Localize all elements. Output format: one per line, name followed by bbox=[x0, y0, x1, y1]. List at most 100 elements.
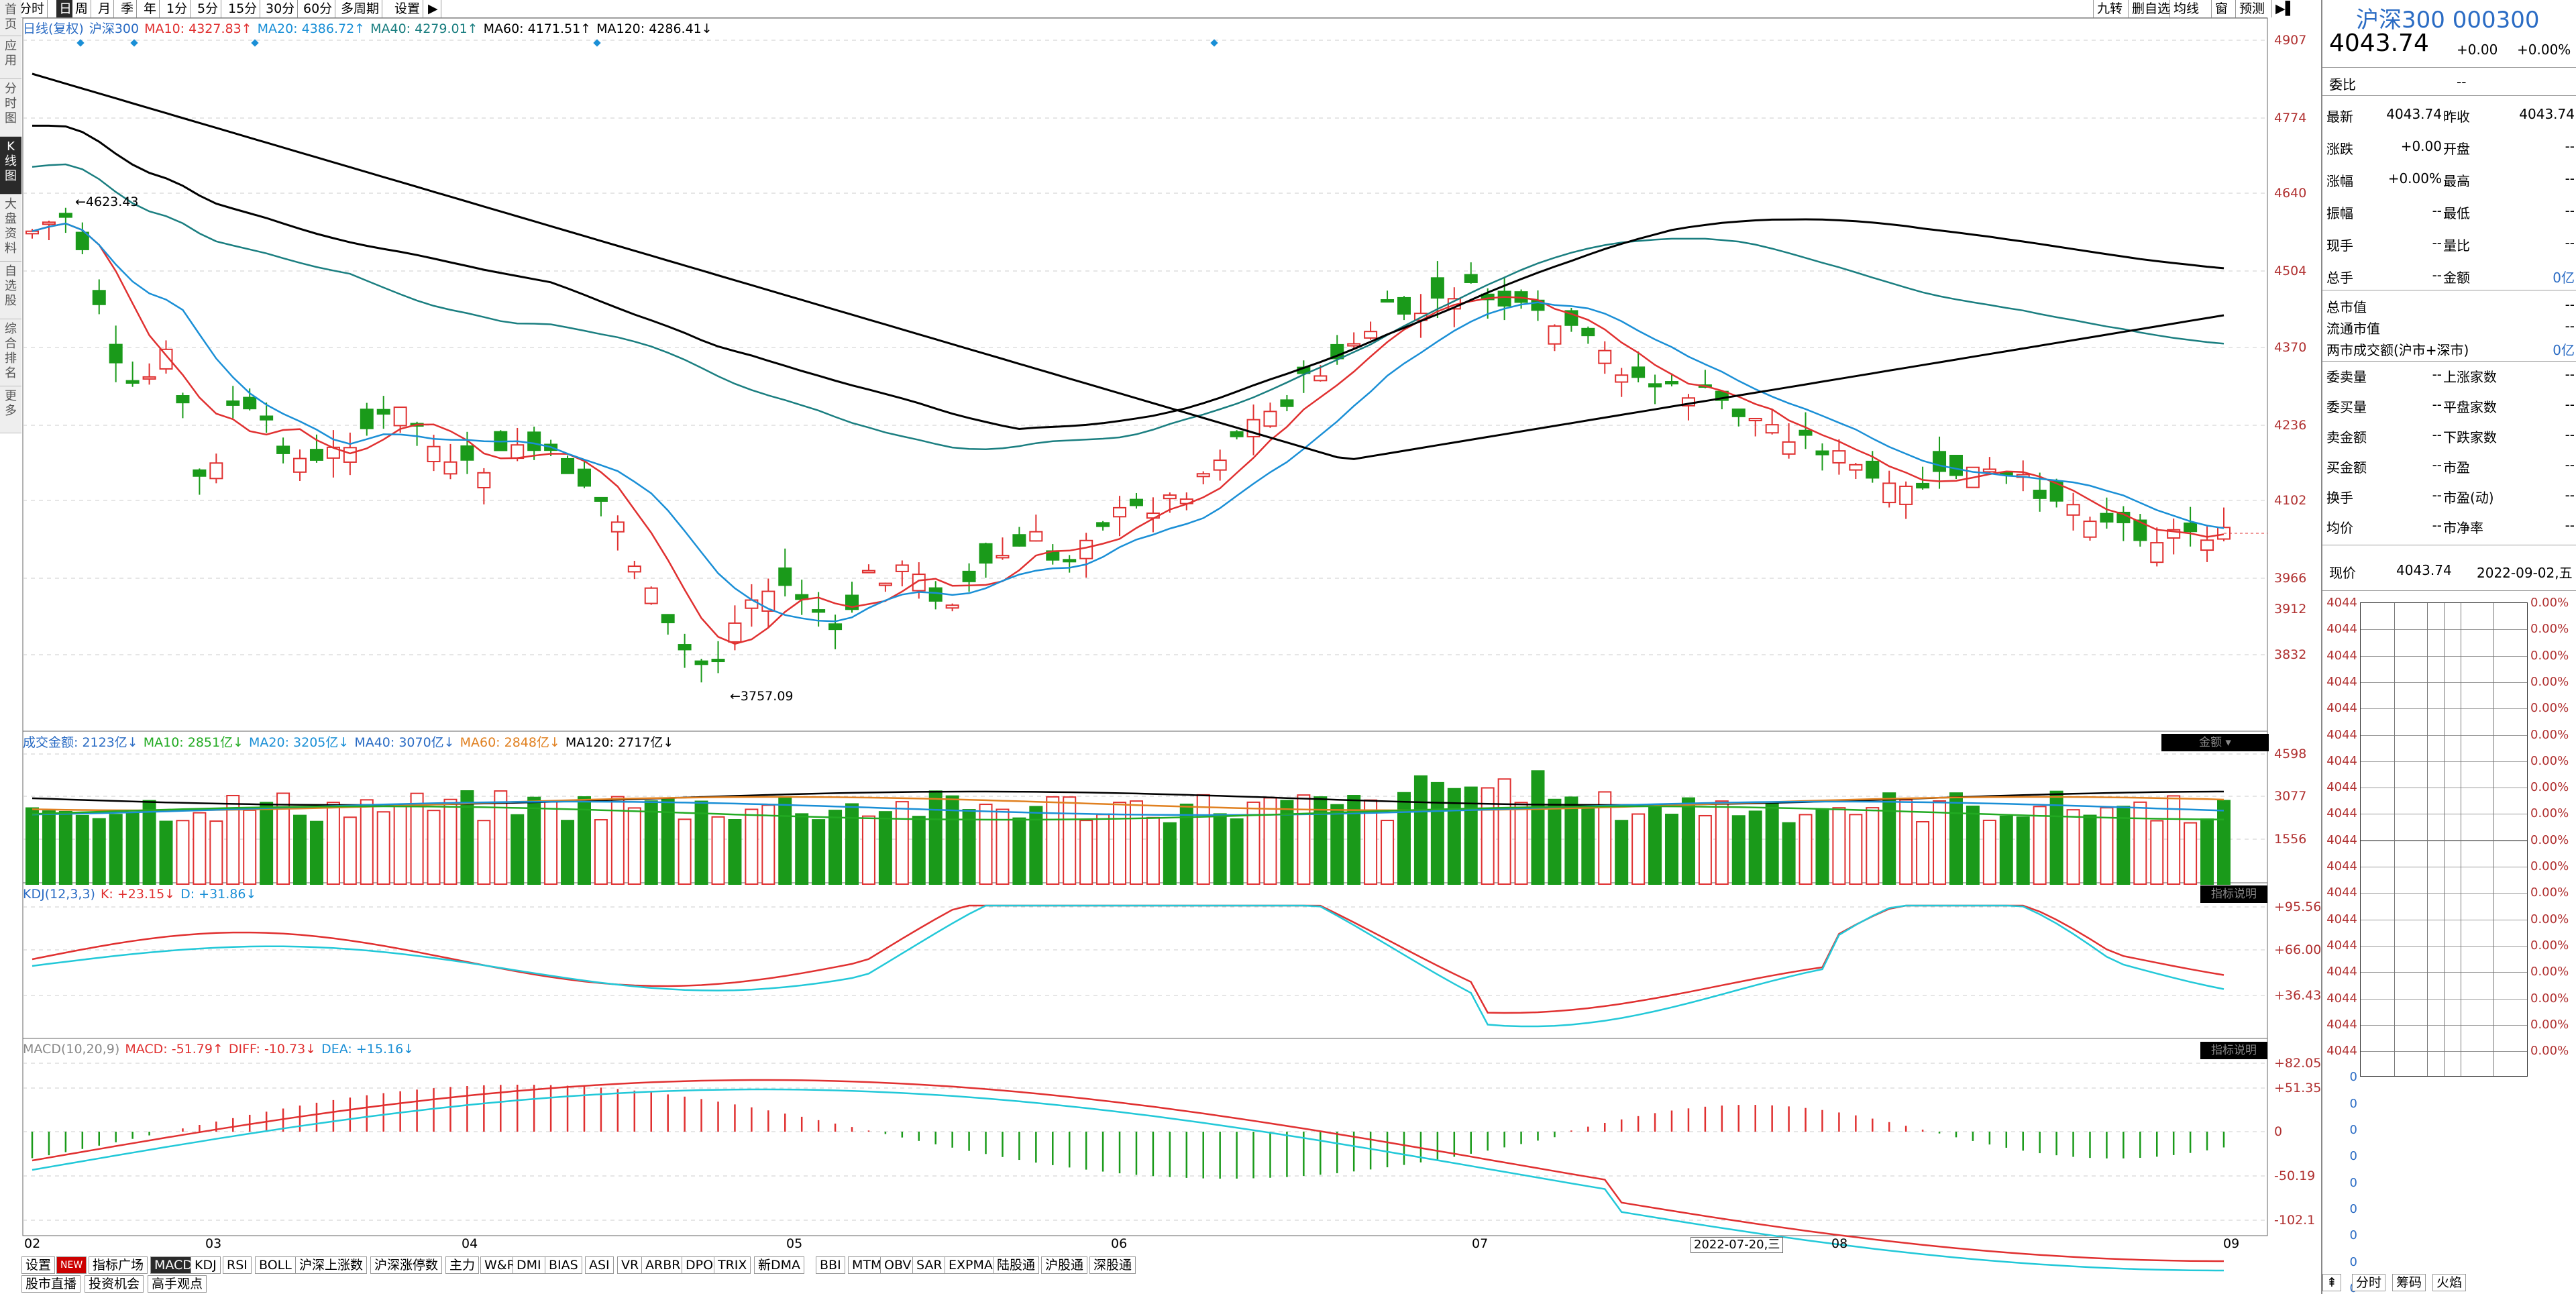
x-label-3: 05 bbox=[786, 1236, 803, 1251]
vol_legend-3: MA40: 3070亿↓ bbox=[354, 735, 455, 750]
panel-arrow-icon[interactable]: ⇞ bbox=[2322, 1274, 2341, 1291]
period-tab-12[interactable]: 设置 bbox=[392, 0, 424, 17]
volume-bar bbox=[92, 818, 106, 885]
volume-mode-button[interactable]: 金额 ▾ bbox=[2161, 734, 2269, 751]
volume-bar bbox=[326, 802, 340, 885]
indicator-tab-25[interactable]: 沪股通 bbox=[1041, 1256, 1088, 1274]
macd-dea-line bbox=[32, 1088, 2224, 1272]
rows-v1-1: +0.00 bbox=[2400, 138, 2442, 154]
vol-y-label-1: 3077 bbox=[2274, 789, 2307, 804]
volume-bar bbox=[644, 800, 658, 885]
toolbar-1[interactable]: 删自选 bbox=[2128, 0, 2174, 17]
volume-bar bbox=[527, 796, 541, 885]
left-nav-3[interactable]: K线图 bbox=[0, 137, 21, 195]
grid-left-1: 4044 bbox=[2326, 622, 2357, 637]
left-nav-4[interactable]: 大盘资料 bbox=[0, 195, 21, 262]
period-tab-3[interactable]: 月 bbox=[95, 0, 115, 17]
main_legend-3: MA20: 4386.72↑ bbox=[257, 21, 366, 36]
indicator-tab-5[interactable]: RSI bbox=[223, 1256, 252, 1274]
period-tab-8[interactable]: 15分 bbox=[225, 0, 261, 17]
volume-bar bbox=[1815, 808, 1829, 885]
toolbar-3[interactable]: 窗 bbox=[2211, 0, 2232, 17]
left-nav-6[interactable]: 综合排名 bbox=[0, 319, 21, 386]
macd-help-button[interactable]: 指标说明 bbox=[2200, 1042, 2267, 1059]
left-nav-5[interactable]: 自选股 bbox=[0, 262, 21, 319]
indicator-tab-26[interactable]: 深股通 bbox=[1089, 1256, 1136, 1274]
panel-tab-2[interactable]: 火焰 bbox=[2432, 1274, 2467, 1291]
volume-bar bbox=[276, 792, 290, 885]
kline-chart-area[interactable] bbox=[0, 0, 2321, 1294]
volume-bar bbox=[209, 820, 223, 885]
bottom-tab-0[interactable]: 股市直播 bbox=[21, 1275, 81, 1293]
kdj_legend-0: KDJ(12,3,3) bbox=[23, 887, 95, 902]
indicator-tab-12[interactable]: BIAS bbox=[545, 1256, 582, 1274]
kdj-help-button[interactable]: 指标说明 bbox=[2200, 885, 2267, 903]
indicator-tab-20[interactable]: MTM bbox=[848, 1256, 886, 1274]
collapse-icon[interactable]: ▶▌ bbox=[2271, 0, 2299, 17]
indicator-tab-0[interactable]: 设置 bbox=[21, 1256, 56, 1274]
indicator-tab-16[interactable]: DPO bbox=[682, 1256, 718, 1274]
period-tab-9[interactable]: 30分 bbox=[263, 0, 299, 17]
indicator-tab-13[interactable]: ASI bbox=[585, 1256, 614, 1274]
period-tab-2[interactable]: 周 bbox=[72, 0, 92, 17]
period-tab-5[interactable]: 年 bbox=[141, 0, 160, 17]
indicator-tab-15[interactable]: ARBR bbox=[641, 1256, 685, 1274]
rows2-v2-0: -- bbox=[2565, 366, 2575, 382]
indicator-tab-18[interactable]: 新DMA bbox=[754, 1256, 805, 1274]
period-tab-1[interactable]: 日 bbox=[56, 0, 76, 17]
indicator-tab-21[interactable]: OBV bbox=[880, 1256, 916, 1274]
rows-l2-2: 最高 bbox=[2443, 173, 2470, 189]
indicator-tab-19[interactable]: BBI bbox=[816, 1256, 845, 1274]
indicator-tab-24[interactable]: 陆股通 bbox=[993, 1256, 1040, 1274]
indicator-tab-23[interactable]: EXPMA bbox=[945, 1256, 997, 1274]
indicator-tab-22[interactable]: SAR bbox=[912, 1256, 947, 1274]
grid-right-1: 0.00% bbox=[2530, 622, 2569, 637]
volume-bar bbox=[1297, 794, 1311, 885]
indicator-tab-11[interactable]: DMI bbox=[513, 1256, 545, 1274]
ma10-line bbox=[32, 222, 2224, 645]
indicator-tab-6[interactable]: BOLL bbox=[255, 1256, 296, 1274]
indicator-tab-8[interactable]: 沪深涨停数 bbox=[370, 1256, 443, 1274]
volume-bar bbox=[2033, 806, 2047, 885]
volume-bar bbox=[477, 820, 491, 885]
indicator-tab-9[interactable]: 主力 bbox=[445, 1256, 480, 1274]
period-tab-7[interactable]: 5分 bbox=[195, 0, 222, 17]
candle-body bbox=[694, 660, 708, 665]
toolbar-2[interactable]: 均线 bbox=[2169, 0, 2203, 17]
indicator-tab-2[interactable]: 指标广场 bbox=[89, 1256, 148, 1274]
volume-bar bbox=[2184, 822, 2198, 885]
indicator-tab-7[interactable]: 沪深上涨数 bbox=[295, 1256, 368, 1274]
candle-body bbox=[276, 445, 290, 454]
left-nav-0[interactable]: 首页 bbox=[0, 0, 21, 36]
volume-bar bbox=[1949, 792, 1963, 885]
indicator-tab-1[interactable]: NEW bbox=[56, 1256, 87, 1274]
toolbar-0[interactable]: 九转 bbox=[2093, 0, 2127, 17]
toolbar-4[interactable]: 预测 bbox=[2235, 0, 2269, 17]
left-nav-1[interactable]: 应用 bbox=[0, 36, 21, 79]
bottom-tab-2[interactable]: 高手观点 bbox=[148, 1275, 207, 1293]
period-tab-6[interactable]: 1分 bbox=[164, 0, 191, 17]
period-tab-10[interactable]: 60分 bbox=[301, 0, 336, 17]
panel-tab-1[interactable]: 筹码 bbox=[2392, 1274, 2426, 1291]
period-tab-11[interactable]: 多周期 bbox=[338, 0, 383, 17]
candle-body bbox=[376, 409, 390, 415]
indicator-tab-14[interactable]: VR bbox=[617, 1256, 643, 1274]
left-nav-2[interactable]: 分时图 bbox=[0, 79, 21, 137]
bottom-tab-1[interactable]: 投资机会 bbox=[85, 1275, 144, 1293]
vol_legend-2: MA20: 3205亿↓ bbox=[249, 735, 350, 750]
grid-right-13: 0.00% bbox=[2530, 938, 2569, 953]
indicator-tab-3[interactable]: MACD bbox=[150, 1256, 197, 1274]
ma120-line bbox=[32, 72, 2224, 460]
left-nav-7[interactable]: 更多 bbox=[0, 386, 21, 433]
macd-y-label-2: 0 bbox=[2274, 1124, 2283, 1139]
rows-v1-3: -- bbox=[2432, 203, 2442, 219]
candle-body bbox=[209, 462, 223, 480]
indicator-tab-17[interactable]: TRIX bbox=[714, 1256, 751, 1274]
indicator-tab-4[interactable]: KDJ bbox=[191, 1256, 221, 1274]
period-tab-4[interactable]: 季 bbox=[118, 0, 138, 17]
panel-tab-0[interactable]: 分时 bbox=[2352, 1274, 2386, 1291]
volume-bar bbox=[795, 813, 809, 885]
nav-next-icon[interactable]: ▶ bbox=[425, 0, 441, 17]
candle-body bbox=[861, 570, 875, 574]
